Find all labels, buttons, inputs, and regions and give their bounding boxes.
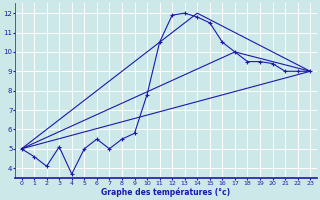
X-axis label: Graphe des températures (°c): Graphe des températures (°c): [101, 187, 230, 197]
